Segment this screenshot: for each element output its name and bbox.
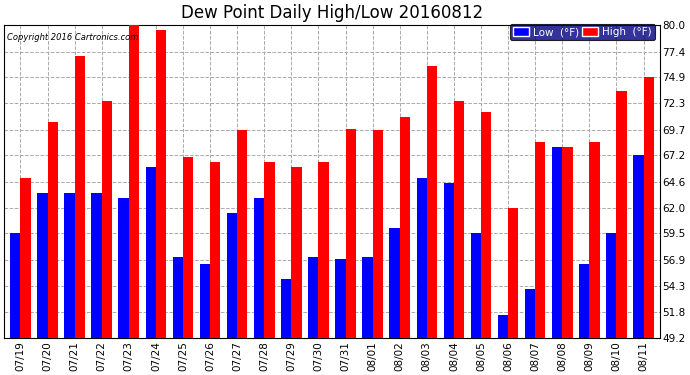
Bar [389, 228, 400, 338]
Bar [227, 213, 237, 338]
Bar [156, 30, 166, 338]
Bar [644, 77, 654, 338]
Legend: Low  (°F), High  (°F): Low (°F), High (°F) [510, 24, 655, 40]
Bar [346, 129, 356, 338]
Bar [552, 147, 562, 338]
Bar [75, 56, 85, 338]
Bar [562, 147, 573, 338]
Bar [210, 162, 220, 338]
Bar [535, 142, 546, 338]
Bar [101, 101, 112, 338]
Bar [508, 208, 518, 338]
Bar [237, 130, 248, 338]
Bar [633, 155, 644, 338]
Bar [64, 193, 75, 338]
Bar [525, 290, 535, 338]
Bar [254, 198, 264, 338]
Bar [319, 162, 328, 338]
Bar [172, 257, 183, 338]
Bar [183, 157, 193, 338]
Bar [579, 264, 589, 338]
Bar [146, 167, 156, 338]
Bar [91, 193, 101, 338]
Bar [444, 183, 454, 338]
Text: Copyright 2016 Cartronics.com: Copyright 2016 Cartronics.com [8, 33, 139, 42]
Bar [37, 193, 48, 338]
Bar [335, 259, 346, 338]
Bar [119, 198, 129, 338]
Bar [417, 178, 427, 338]
Bar [129, 25, 139, 338]
Bar [497, 315, 508, 338]
Bar [400, 117, 410, 338]
Bar [471, 234, 481, 338]
Bar [589, 142, 600, 338]
Bar [48, 122, 58, 338]
Bar [291, 167, 302, 338]
Bar [481, 111, 491, 338]
Bar [264, 162, 275, 338]
Bar [373, 130, 383, 338]
Bar [427, 66, 437, 338]
Bar [21, 178, 31, 338]
Bar [281, 279, 291, 338]
Bar [308, 257, 319, 338]
Bar [606, 234, 616, 338]
Bar [616, 91, 627, 338]
Bar [200, 264, 210, 338]
Title: Dew Point Daily High/Low 20160812: Dew Point Daily High/Low 20160812 [181, 4, 483, 22]
Bar [454, 101, 464, 338]
Bar [10, 234, 21, 338]
Bar [362, 257, 373, 338]
